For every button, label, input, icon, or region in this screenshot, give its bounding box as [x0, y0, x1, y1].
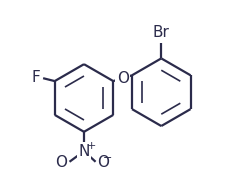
Text: O: O: [55, 155, 67, 170]
Text: Br: Br: [152, 25, 169, 40]
Text: +: +: [86, 141, 96, 151]
Text: F: F: [31, 70, 40, 85]
Text: −: −: [102, 153, 111, 163]
Text: O: O: [116, 71, 128, 86]
Text: N: N: [78, 144, 89, 159]
Text: O: O: [97, 155, 109, 170]
